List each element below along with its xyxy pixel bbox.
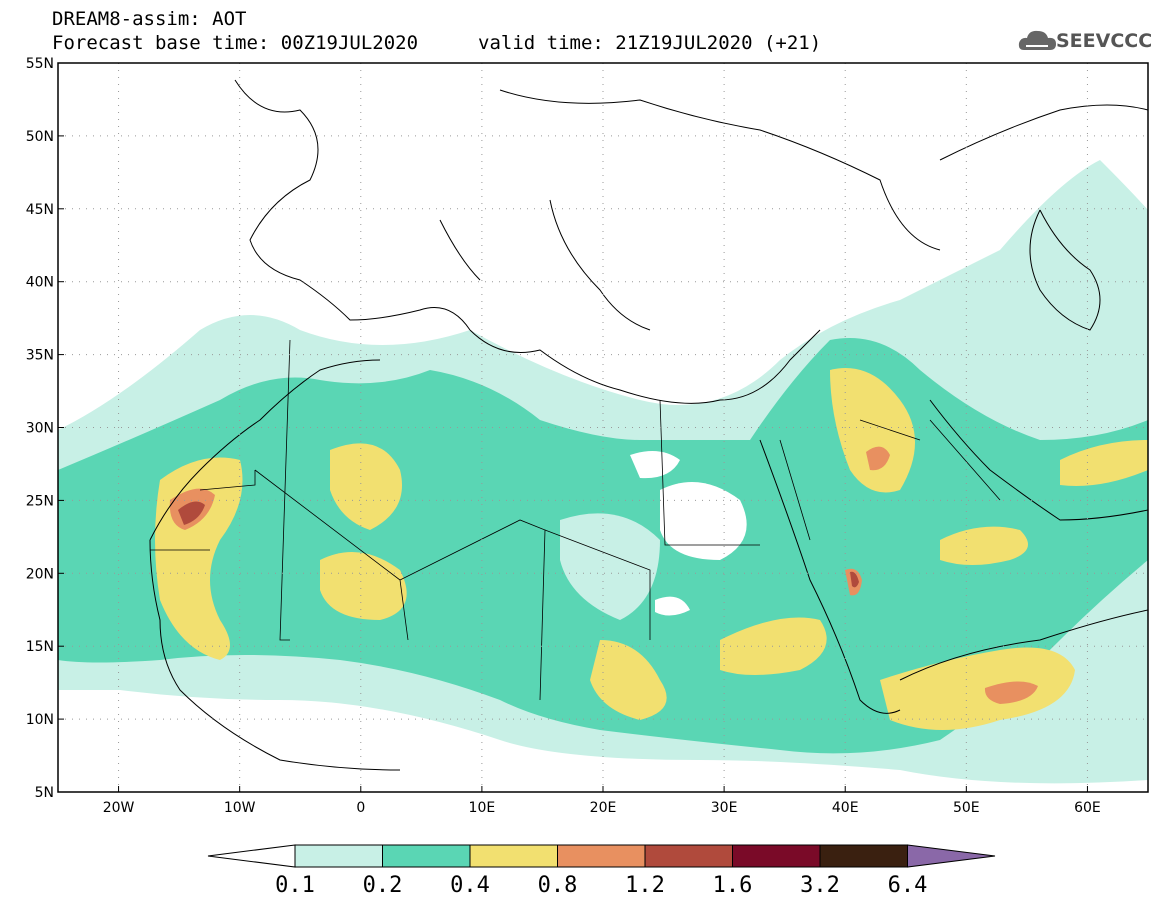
forecast-base-time: Forecast base time: 00Z19JUL2020: [52, 32, 419, 54]
logo-text: SEEVCCC: [1056, 30, 1153, 52]
colorbar-under-arrow: [207, 844, 296, 868]
lat-tick-label: 30N: [26, 421, 54, 437]
valid-time: valid time: 21Z19JUL2020 (+21): [478, 32, 822, 54]
lat-tick-label: 45N: [26, 202, 54, 218]
cloud-icon: [1018, 30, 1056, 50]
colorbar-over-arrow: [907, 844, 996, 868]
lon-tick-label: 30E: [711, 800, 738, 816]
aot-band-0.4: [330, 443, 402, 530]
colorbar-label: 6.4: [887, 873, 928, 898]
colorbar-label: 1.2: [625, 873, 665, 898]
lon-tick-label: 10E: [469, 800, 496, 816]
lat-tick-label: 5N: [35, 785, 54, 801]
map-title: DREAM8-assim: AOT: [52, 8, 247, 30]
lon-tick-label: 20E: [590, 800, 617, 816]
lat-tick-label: 40N: [26, 275, 54, 291]
colorbar-label: 1.6: [712, 873, 753, 898]
colorbar-swatch: [469, 844, 558, 868]
lon-tick-label: 0: [356, 800, 365, 816]
aot-band-0.4: [720, 617, 827, 675]
colorbar: [207, 844, 996, 868]
coastlines: [149, 79, 1148, 771]
aot-band-1.2: [850, 571, 859, 588]
lon-tick-label: 40E: [832, 800, 859, 816]
lat-tick-label: 35N: [26, 348, 54, 364]
aot-low-region: [660, 482, 747, 560]
colorbar-label: 3.2: [800, 873, 840, 898]
aot-band-0.4: [1060, 440, 1148, 486]
lat-tick-label: 50N: [26, 129, 54, 145]
colorbar-label: 0.4: [450, 873, 490, 898]
aot-band-0.8: [866, 446, 890, 471]
lat-tick-label: 55N: [26, 56, 54, 72]
lon-tick-label: 20W: [103, 800, 135, 816]
aot-low-region: [630, 451, 680, 479]
lon-tick-label: 10W: [224, 800, 256, 816]
axis-ticks: 20W 10W 0 10E 20E 30E 40E 50E 60E 55N 50N 45N 40N 35N…: [26, 56, 1101, 816]
colorbar-label: 0.8: [537, 873, 578, 898]
aot-band-0.8: [984, 681, 1038, 704]
colorbar-swatch: [557, 844, 646, 868]
colorbar-swatch: [644, 844, 733, 868]
lat-tick-label: 25N: [26, 493, 54, 509]
aot-band-1.2: [178, 501, 205, 525]
seevccc-logo: [1018, 26, 1158, 56]
country-borders: [150, 339, 1001, 701]
aot-low-region: [655, 596, 690, 616]
aot-band-0.4: [880, 647, 1075, 730]
aot-band-0.4: [590, 640, 667, 720]
colorbar-label: 0.1: [275, 873, 315, 898]
colorbar-swatch: [294, 844, 383, 868]
colorbar-swatch: [382, 844, 471, 868]
aot-low-region: [560, 513, 660, 620]
lon-tick-label: 50E: [953, 800, 980, 816]
lat-tick-label: 20N: [26, 566, 54, 582]
colorbar-label: 0.2: [362, 873, 403, 898]
lat-tick-label: 10N: [26, 712, 54, 728]
lat-tick-label: 15N: [26, 639, 54, 655]
colorbar-swatch: [732, 844, 821, 868]
aot-band-0.4: [830, 368, 915, 493]
lon-tick-label: 60E: [1074, 800, 1101, 816]
grid-lines: [58, 62, 1148, 793]
aot-band-0.4: [940, 526, 1028, 565]
aot-field: [58, 160, 1148, 784]
colorbar-swatch: [819, 844, 908, 868]
